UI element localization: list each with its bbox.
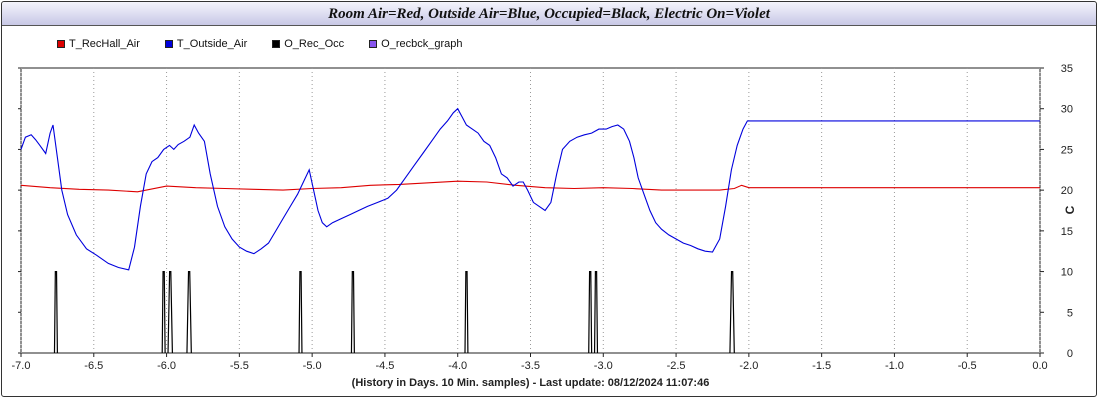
y-tick-label: 35	[1061, 63, 1073, 75]
series-line-outside-air	[20, 107, 1040, 271]
x-axis: -7.0 -6.5 -6.0 -5.5 -5.0 -4.5 -4.0 -3.5 -3.0 -2.5…	[12, 353, 1048, 372]
x-tick-label: -3.5	[521, 360, 540, 372]
occupancy-pulse	[298, 270, 303, 354]
x-axis-footer: (History in Days. 10 Min. samples) - Las…	[352, 377, 710, 389]
y-tick-label: 15	[1061, 226, 1073, 238]
y-tick-label: 10	[1061, 267, 1073, 279]
x-tick-label: -5.0	[303, 360, 322, 372]
y-tick-label: 5	[1067, 307, 1073, 319]
legend-item-rec-occ: O_Rec_Occ	[272, 38, 344, 50]
occupancy-pulse	[593, 270, 599, 354]
legend-swatch-blue	[164, 40, 173, 48]
y-axis: 0 5 10 15 20 25 30 35	[18, 63, 1073, 360]
plot-border	[20, 67, 1041, 354]
x-tick-label: -7.0	[12, 360, 31, 372]
x-tick-label: -1.5	[812, 360, 831, 372]
occupancy-pulse	[729, 270, 735, 354]
x-tick-label: -2.0	[739, 360, 758, 372]
occupancy-pulse	[167, 270, 173, 354]
y-tick-label: 25	[1061, 144, 1073, 156]
occupancy-pulse	[588, 270, 593, 354]
legend-label: T_Outside_Air	[176, 38, 248, 50]
occupancy-pulse	[186, 270, 192, 354]
legend-swatch-violet	[369, 40, 378, 48]
x-tick-label: -2.5	[667, 360, 686, 372]
grid	[20, 68, 1041, 353]
legend-item-outside-air: T_Outside_Air	[164, 38, 248, 50]
occupancy-pulse	[53, 270, 58, 354]
x-tick-label: -1.0	[885, 360, 904, 372]
chart-legend: T_RecHall_Air T_Outside_Air O_Rec_Occ O_…	[57, 36, 487, 52]
x-tick-label: 0.0	[1032, 360, 1047, 372]
legend-label: O_Rec_Occ	[284, 38, 345, 50]
x-tick-label: -6.0	[157, 360, 176, 372]
occupancy-pulse	[464, 270, 469, 354]
series-line-room-air	[20, 180, 1040, 193]
legend-label: T_RecHall_Air	[69, 38, 140, 50]
chart-title: Room Air=Red, Outside Air=Blue, Occupied…	[2, 2, 1096, 26]
x-tick-label: -0.5	[958, 360, 977, 372]
x-tick-label: -6.5	[84, 360, 103, 372]
x-tick-label: -5.5	[230, 360, 249, 372]
legend-item-rechall-air: T_RecHall_Air	[57, 38, 140, 50]
occupancy-pulse	[350, 270, 355, 354]
legend-swatch-black	[272, 40, 281, 48]
x-tick-label: -4.0	[448, 360, 467, 372]
legend-swatch-red	[57, 40, 65, 48]
x-tick-label: -3.0	[594, 360, 613, 372]
y-tick-label: 30	[1061, 104, 1073, 116]
y-tick-label: 20	[1061, 185, 1073, 197]
occupancy-pulse	[161, 270, 166, 354]
y-tick-label: 0	[1067, 348, 1073, 360]
legend-item-recbck-graph: O_recbck_graph	[369, 38, 462, 50]
x-tick-label: -4.5	[375, 360, 394, 372]
series-group	[20, 107, 1040, 354]
y-axis-label: C	[1063, 205, 1077, 214]
legend-label: O_recbck_graph	[381, 38, 463, 50]
